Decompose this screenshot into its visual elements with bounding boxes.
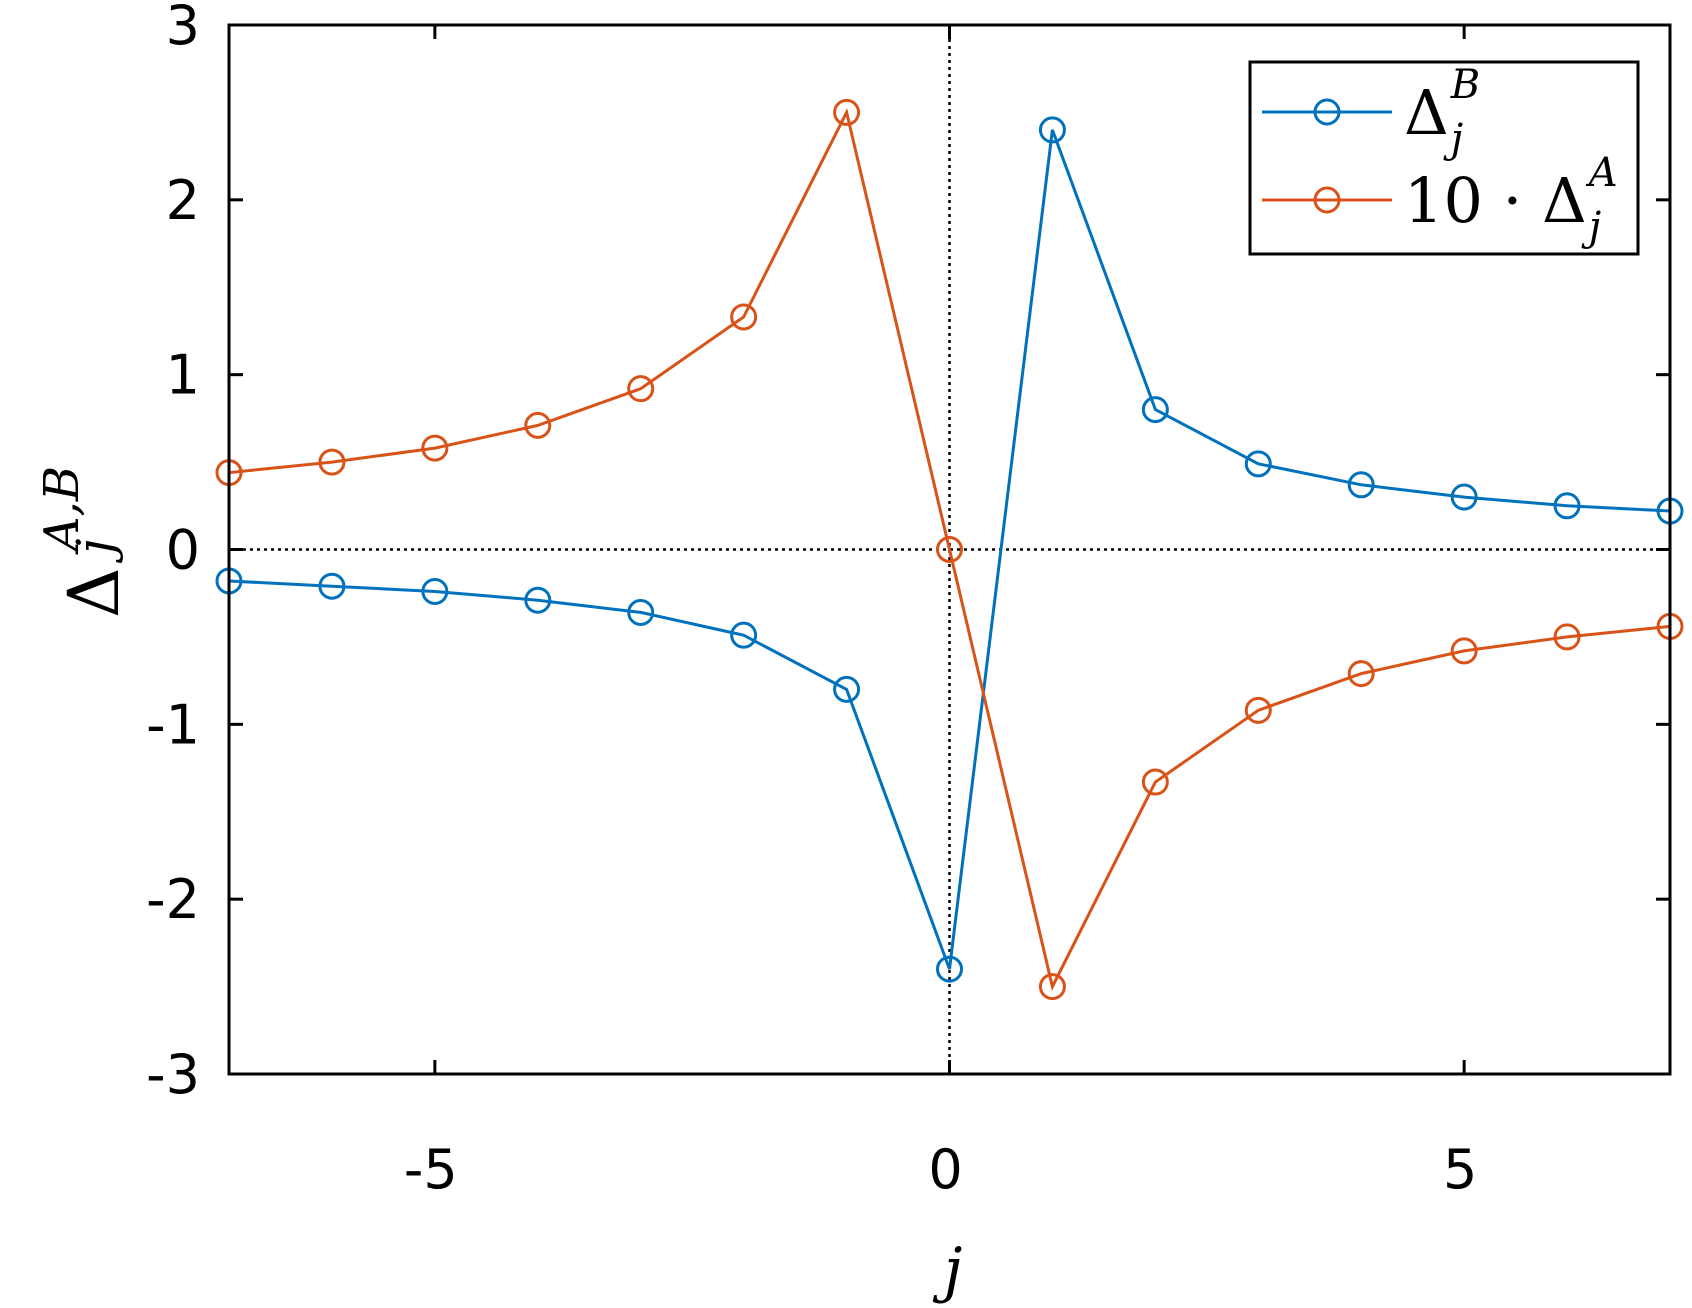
axis-ticks	[229, 23, 1670, 1076]
data-point	[833, 675, 861, 703]
legend-marker	[1313, 98, 1341, 126]
x-tick-label: 0	[928, 1138, 962, 1201]
data-point	[833, 98, 861, 126]
data-point	[1347, 660, 1375, 688]
y-axis-label-sup: A,B	[34, 466, 90, 555]
data-point	[1450, 483, 1478, 511]
series-layer	[215, 98, 1684, 1001]
data-point	[936, 955, 963, 983]
data-point	[1553, 623, 1581, 651]
legend-marker	[1313, 186, 1341, 214]
y-tick-label: 1	[166, 344, 200, 407]
legend-label-main: 10 · Δ	[1404, 164, 1587, 237]
data-point	[627, 598, 655, 626]
data-point	[318, 448, 346, 476]
reference-lines	[229, 25, 1670, 1074]
data-point	[318, 572, 346, 600]
data-point	[524, 586, 552, 614]
data-point	[1450, 637, 1478, 665]
y-tick-label: 2	[166, 169, 200, 232]
y-tick-label: -3	[146, 1043, 200, 1106]
series-line	[228, 108, 1671, 991]
data-point	[1553, 492, 1581, 520]
y-tick-label: -2	[146, 868, 200, 931]
y-tick-label: -1	[146, 693, 200, 756]
legend-label-sup: A	[1585, 150, 1618, 196]
data-point	[730, 303, 758, 331]
y-tick-label: 0	[166, 519, 200, 582]
x-axis-label: j	[933, 1235, 963, 1305]
data-point	[936, 536, 963, 563]
data-point	[524, 411, 552, 439]
data-point	[1244, 450, 1272, 478]
data-point	[627, 375, 655, 403]
data-point	[1244, 696, 1272, 724]
y-tick-label: 3	[166, 0, 200, 57]
axis-tick-labels: -5 0 5 -3 -2 -1 0 1 2 3	[146, 0, 1477, 1201]
y-axis-label-main: Δ	[53, 567, 135, 618]
data-point	[1347, 471, 1375, 499]
y-axis-label: Δ j A,B	[34, 466, 135, 618]
legend-box	[1248, 60, 1640, 256]
legend-label-sup: B	[1450, 62, 1480, 108]
data-point	[1141, 396, 1169, 424]
data-point	[421, 577, 449, 605]
series-line	[228, 129, 1671, 970]
data-point	[1038, 116, 1066, 144]
data-point	[1141, 768, 1169, 796]
x-tick-label: -5	[404, 1138, 458, 1201]
legend-label-main: Δ	[1404, 76, 1449, 149]
data-point	[730, 621, 758, 649]
data-point	[421, 434, 449, 462]
data-point	[1038, 973, 1066, 1001]
x-tick-label: 5	[1443, 1138, 1477, 1201]
